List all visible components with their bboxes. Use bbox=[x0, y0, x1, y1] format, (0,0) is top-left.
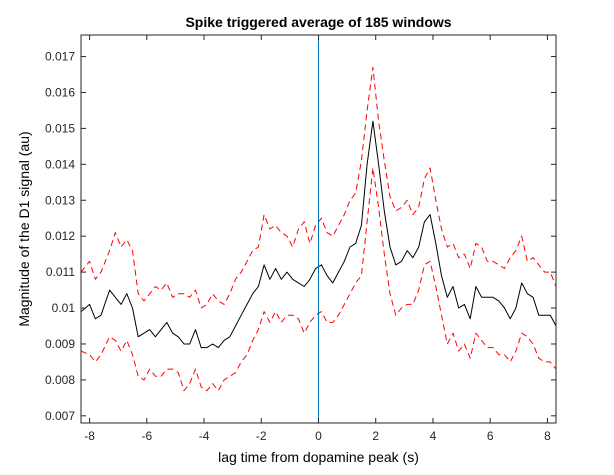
y-tick-label: 0.009 bbox=[45, 337, 75, 351]
x-tick-label: 6 bbox=[487, 429, 494, 443]
x-axis-label: lag time from dopamine peak (s) bbox=[218, 449, 419, 465]
x-tick-label: -8 bbox=[84, 429, 95, 443]
tick-layer: -8 -6 -4 -2 0 2 4 6 8 0.007 0.008 0.009 0.01 0.011 0.0… bbox=[45, 35, 556, 443]
x-tick-label: -4 bbox=[199, 429, 210, 443]
x-tick-label: 0 bbox=[315, 429, 322, 443]
x-tick-label: 4 bbox=[430, 429, 437, 443]
chart-title: Spike triggered average of 185 windows bbox=[185, 14, 451, 30]
upper-bound-line bbox=[81, 66, 556, 309]
x-tick-label: 2 bbox=[372, 429, 379, 443]
y-tick-label: 0.017 bbox=[45, 50, 75, 64]
mean-line bbox=[81, 120, 556, 349]
y-tick-label: 0.008 bbox=[45, 373, 75, 387]
y-tick-label: 0.011 bbox=[46, 265, 75, 279]
y-tick-label: 0.014 bbox=[45, 157, 75, 171]
y-tick-label: 0.015 bbox=[45, 121, 75, 135]
y-tick-label: 0.007 bbox=[45, 409, 75, 423]
y-axis-label: Magnitude of the D1 signal (au) bbox=[16, 131, 32, 326]
x-tick-label: 8 bbox=[544, 429, 551, 443]
x-tick-label: -6 bbox=[141, 429, 152, 443]
series-layer bbox=[81, 66, 556, 392]
y-tick-label: 0.012 bbox=[45, 229, 75, 243]
lower-bound-line bbox=[81, 167, 556, 392]
y-tick-label: 0.01 bbox=[52, 301, 76, 315]
y-tick-label: 0.013 bbox=[45, 193, 75, 207]
x-tick-label: -2 bbox=[256, 429, 267, 443]
y-tick-label: 0.016 bbox=[45, 85, 75, 99]
